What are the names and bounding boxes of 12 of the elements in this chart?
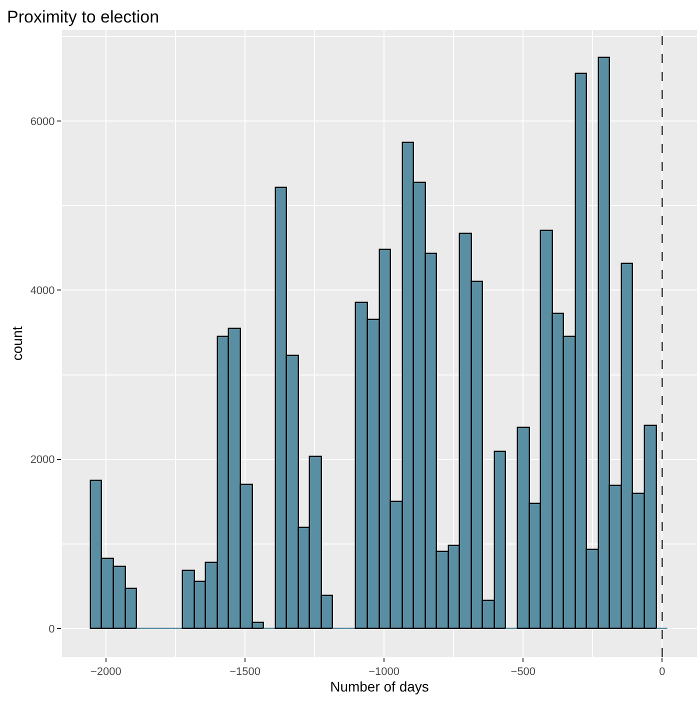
- y-tick-label: 4000: [30, 285, 55, 298]
- x-tick-label: 0: [659, 666, 666, 678]
- y-axis-title: count: [8, 326, 25, 361]
- chart-title: Proximity to election: [6, 7, 160, 26]
- y-tick-label: 6000: [30, 116, 55, 128]
- x-tick-label: −1500: [230, 666, 260, 678]
- y-tick-label: 2000: [30, 454, 55, 466]
- x-tick-label: −1000: [368, 666, 400, 678]
- x-tick-label: −2000: [90, 666, 122, 678]
- x-axis-title: Number of days: [330, 678, 429, 694]
- x-tick-label: −500: [510, 666, 536, 678]
- y-tick-label: 0: [48, 623, 55, 636]
